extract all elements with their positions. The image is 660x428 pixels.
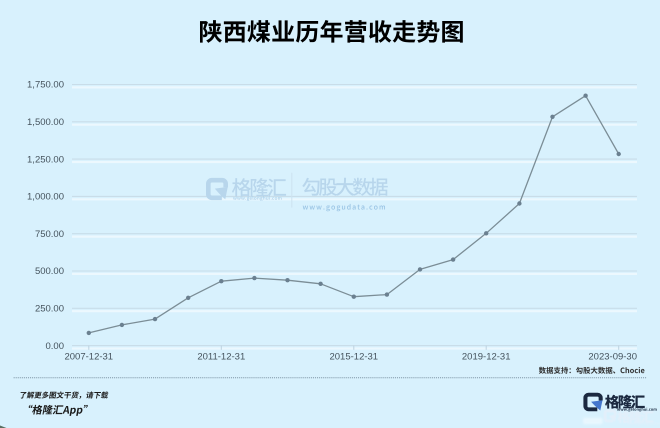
svg-text:750.00: 750.00 — [35, 229, 64, 240]
svg-text:0.00: 0.00 — [46, 341, 65, 352]
svg-text:1,750.00: 1,750.00 — [27, 80, 64, 91]
svg-text:2015-12-31: 2015-12-31 — [329, 351, 378, 362]
svg-text:2007-12-31: 2007-12-31 — [64, 351, 113, 362]
svg-text:2011-12-31: 2011-12-31 — [197, 351, 245, 362]
svg-text:500.00: 500.00 — [35, 266, 64, 277]
svg-text:2019-12-31: 2019-12-31 — [462, 351, 511, 362]
svg-text:1,000.00: 1,000.00 — [27, 192, 64, 203]
svg-text:1,250.00: 1,250.00 — [27, 154, 64, 165]
svg-text:2023-09-30: 2023-09-30 — [588, 351, 637, 362]
svg-text:1,500.00: 1,500.00 — [27, 117, 64, 128]
svg-text:250.00: 250.00 — [35, 304, 64, 315]
